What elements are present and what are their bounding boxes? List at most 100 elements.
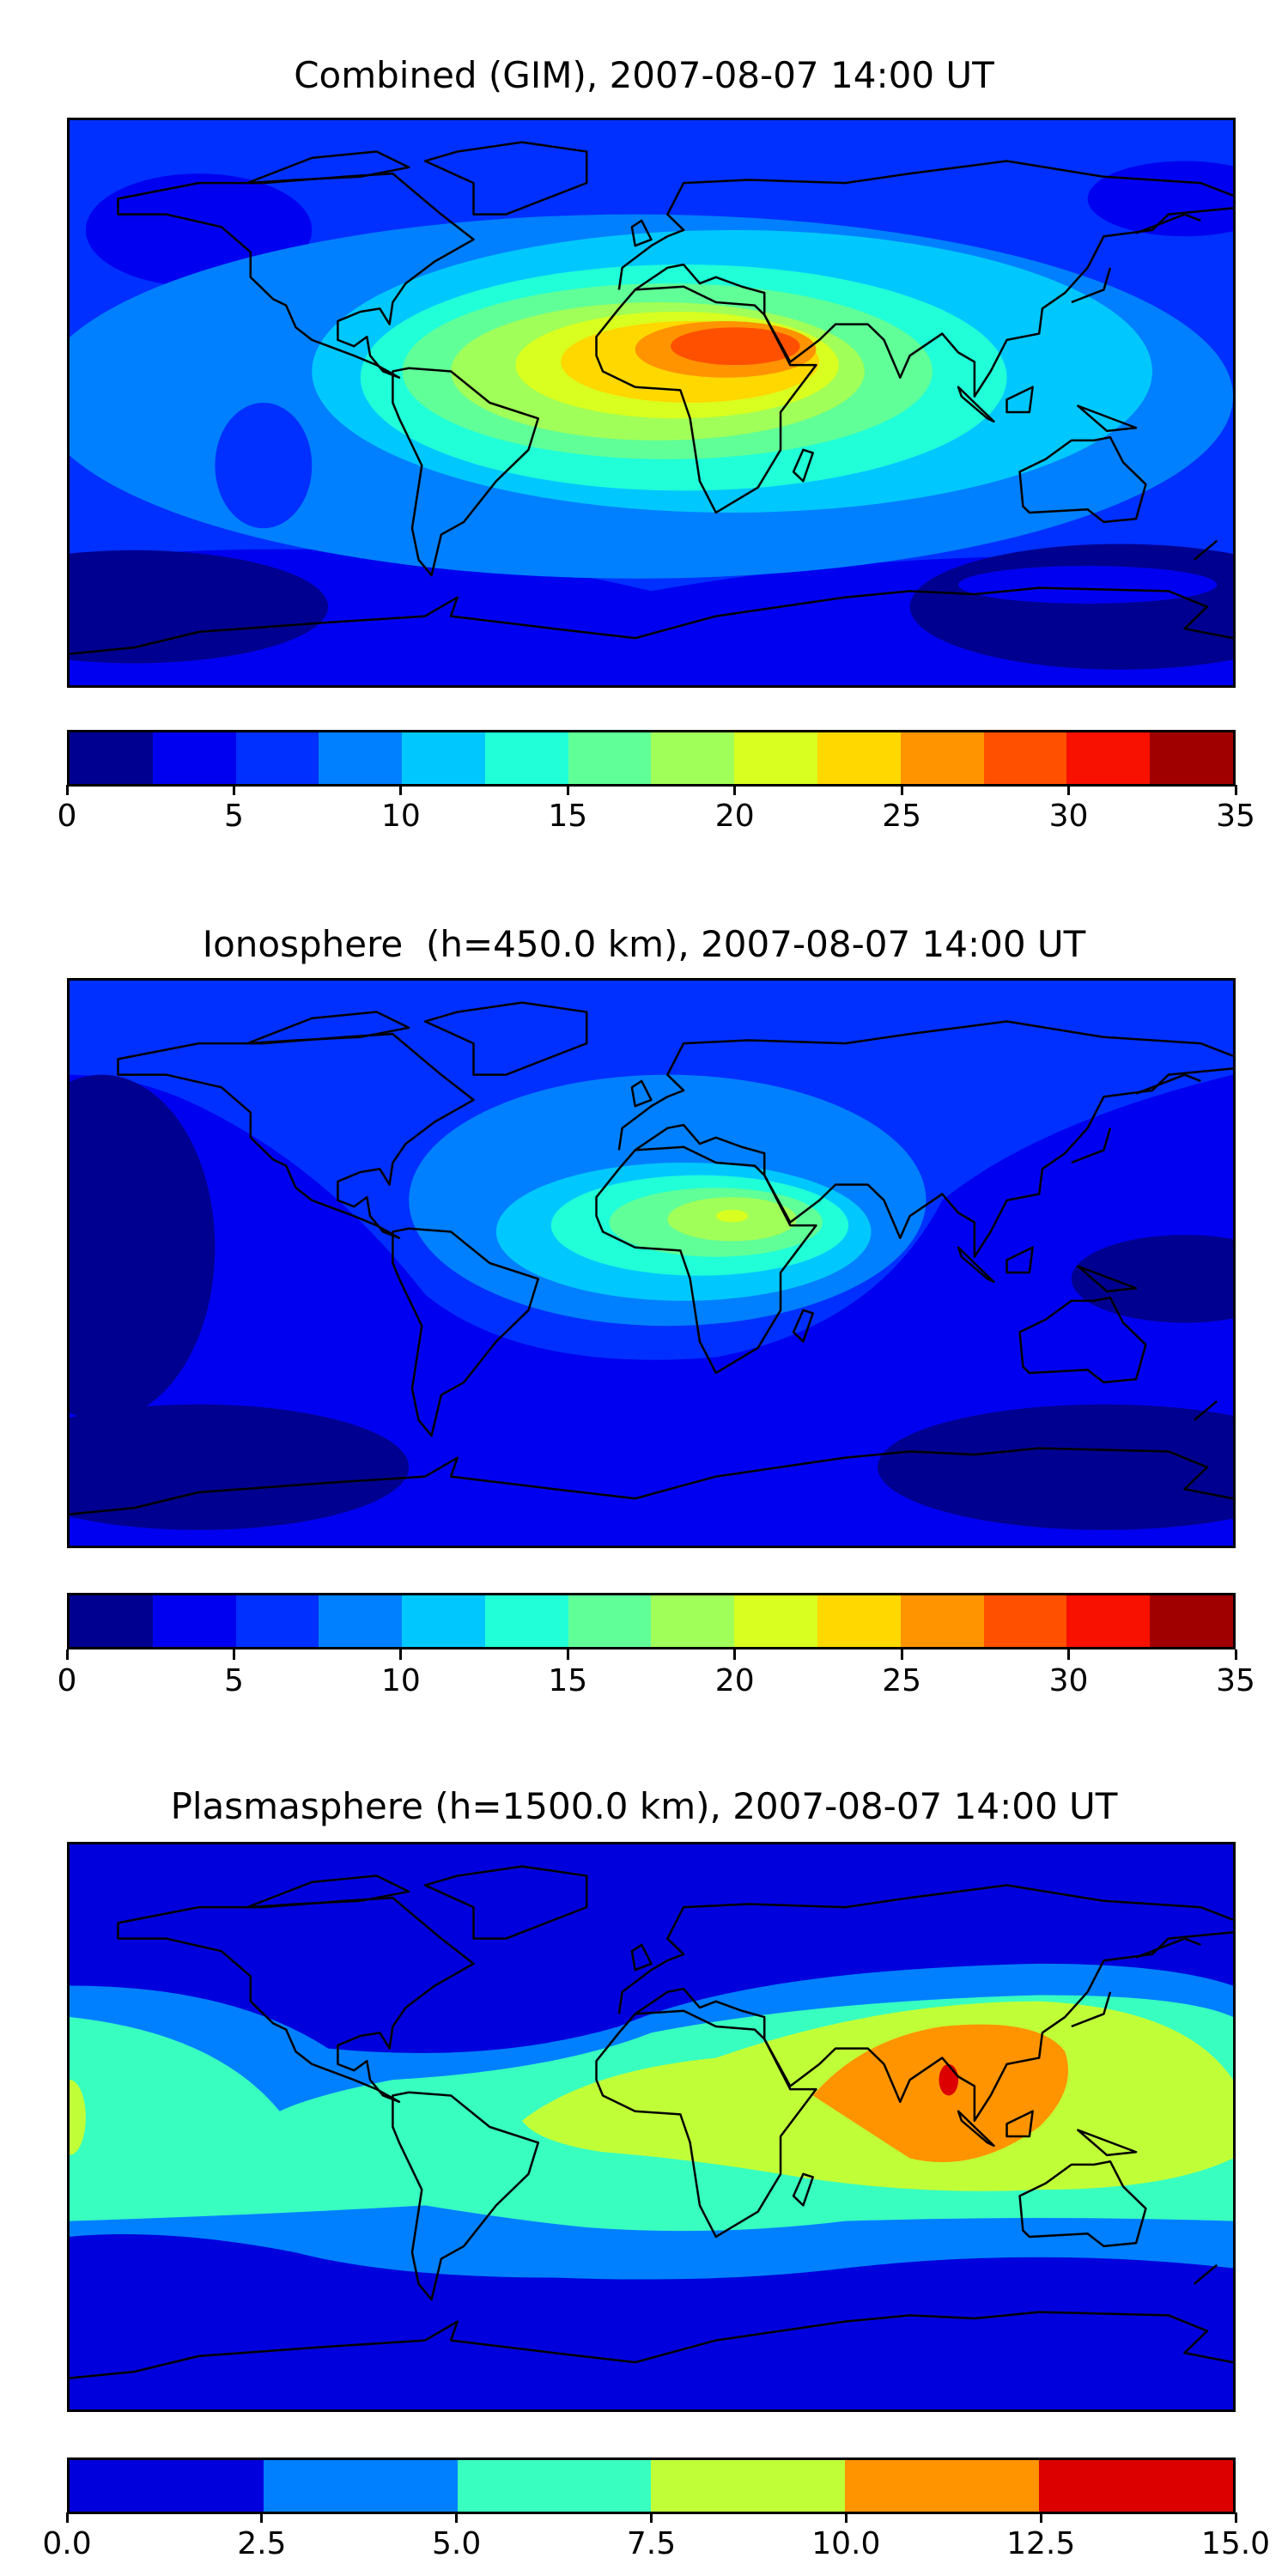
colorbar-tick-mark	[232, 785, 235, 795]
colorbar-tick-mark	[399, 785, 403, 795]
colorbar-tick-mark	[1067, 785, 1071, 795]
colorbar-segment-5-7.5	[235, 732, 319, 784]
colorbar-tick-label: 10	[380, 799, 421, 834]
colorbar-ticks-combined: 0 5 10 15 20 25 30 35	[58, 785, 1255, 836]
colorbar-tick-label: 35	[1216, 1663, 1255, 1698]
colorbar-tick-label: 35	[1216, 799, 1255, 834]
colorbar-tick-mark	[260, 2512, 264, 2523]
colorbar-segment-20-22.5	[734, 1595, 818, 1647]
colorbar-segment-10-12.5	[402, 1595, 485, 1647]
colorbar-tick-mark	[1067, 1649, 1071, 1660]
colorbar-segment-25-27.5	[900, 732, 984, 784]
colorbar-segment-2.5-5	[152, 732, 236, 784]
colorbar-tick-label: 15	[548, 799, 588, 834]
colorbar-segment-22.5-25	[817, 732, 901, 784]
colorbar-segment-5-7.5	[235, 1595, 319, 1647]
colorbar-segment-12.5-15	[1039, 2460, 1233, 2512]
colorbar-tick-label: 10	[380, 1663, 421, 1698]
contour-20-22.5	[715, 1209, 749, 1223]
colorbar-tick-label: 7.5	[626, 2526, 677, 2561]
colorbar-tick-mark	[1234, 785, 1237, 795]
colorbar-tick-mark	[1039, 2512, 1042, 2523]
colorbar-ticks-ionosphere: 0 5 10 15 20 25 30 35	[58, 1649, 1255, 1701]
colorbar-tick-label: 30	[1048, 799, 1089, 834]
colorbar-tick-label: 30	[1048, 1663, 1089, 1698]
colorbar-segment-10-12.5	[402, 732, 485, 784]
colorbar-tick-mark	[566, 1649, 569, 1660]
colorbar-tick-mark	[900, 1649, 903, 1660]
contour-0-2.5	[70, 1074, 216, 1420]
colorbar-segment-20-22.5	[734, 732, 818, 784]
contour-5-7.5	[215, 403, 313, 529]
colorbar-segment-25-27.5	[900, 1595, 984, 1647]
colorbar-tick-label: 12.5	[1006, 2526, 1076, 2561]
colorbar-segment-7.5-10	[319, 732, 403, 784]
contour-27.5-30	[671, 327, 800, 366]
colorbar-segment-7.5-10	[651, 2460, 846, 2512]
colorbar-tick-mark	[733, 1649, 737, 1660]
colorbar-tick-mark	[1234, 1649, 1237, 1660]
contour-12.5-15	[939, 2063, 959, 2096]
colorbar-segment-17.5-20	[651, 1595, 735, 1647]
contour-0-2.5	[70, 550, 329, 664]
map-ionosphere	[67, 978, 1236, 1548]
colorbar-segment-15-17.5	[568, 1595, 652, 1647]
colorbar-tick-label: 20	[714, 1663, 755, 1698]
colorbar-segment-32.5-35	[1150, 1595, 1233, 1647]
contour-0-2.5	[878, 1404, 1233, 1530]
colorbar-segment-0-2.5	[70, 2460, 264, 2512]
colorbar-segment-32.5-35	[1150, 732, 1233, 784]
colorbar-tick-label: 20	[714, 799, 755, 834]
contour-2.5-5	[1087, 161, 1233, 237]
panel-title-plasmasphere: Plasmasphere (h=1500.0 km), 2007-08-07 1…	[170, 1785, 1118, 1827]
colorbar-segment-0-2.5	[70, 1595, 153, 1647]
map-plasmasphere	[67, 1842, 1236, 2412]
panel-title-ionosphere: Ionosphere (h=450.0 km), 2007-08-07 14:0…	[202, 923, 1086, 965]
colorbar-segment-12.5-15	[484, 1595, 568, 1647]
colorbar-tick-mark	[399, 1649, 403, 1660]
colorbar-tick-label: 5	[223, 799, 244, 834]
colorbar-tick-label: 25	[882, 799, 922, 834]
colorbar-ticks-plasmasphere: 0.0 2.5 5.0 7.5 10.0 12.5 15.0	[42, 2512, 1270, 2564]
colorbar-tick-label: 0	[57, 1663, 77, 1698]
colorbar-tick-mark	[455, 2512, 459, 2523]
colorbar-ionosphere	[67, 1593, 1236, 1649]
colorbar-tick-label: 0.0	[42, 2526, 92, 2561]
colorbar-plasmasphere	[67, 2458, 1236, 2514]
colorbar-tick-label: 15.0	[1200, 2526, 1271, 2561]
colorbar-segment-22.5-25	[817, 1595, 901, 1647]
colorbar-segment-2.5-5	[152, 1595, 236, 1647]
colorbar-tick-label: 0	[57, 799, 77, 834]
colorbar-tick-mark	[65, 2512, 69, 2523]
colorbar-segment-10-12.5	[845, 2460, 1040, 2512]
colorbar-segment-27.5-30	[983, 1595, 1067, 1647]
colorbar-tick-mark	[1234, 2512, 1237, 2523]
colorbar-tick-mark	[566, 785, 569, 795]
colorbar-tick-label: 5.0	[432, 2526, 482, 2561]
colorbar-tick-mark	[65, 1649, 69, 1660]
colorbar-tick-mark	[232, 1649, 235, 1660]
colorbar-segment-17.5-20	[651, 732, 735, 784]
colorbar-tick-label: 15	[548, 1663, 588, 1698]
colorbar-segment-27.5-30	[983, 732, 1067, 784]
contour-0-2.5	[70, 1404, 410, 1530]
colorbar-segment-5-7.5	[457, 2460, 652, 2512]
contour-7.5-10	[70, 2080, 86, 2155]
colorbar-tick-label: 5	[223, 1663, 244, 1698]
panel-title-combined: Combined (GIM), 2007-08-07 14:00 UT	[294, 54, 994, 96]
colorbar-combined	[67, 730, 1236, 787]
colorbar-segment-2.5-5	[263, 2460, 458, 2512]
colorbar-tick-label: 10.0	[811, 2526, 881, 2561]
contour-2.5-5	[958, 566, 1218, 604]
colorbar-tick-mark	[650, 2512, 653, 2523]
colorbar-tick-mark	[65, 785, 69, 795]
colorbar-tick-label: 2.5	[237, 2526, 287, 2561]
contour-10-12.5	[812, 2024, 1069, 2163]
colorbar-segment-15-17.5	[568, 732, 652, 784]
colorbar-segment-12.5-15	[484, 732, 568, 784]
colorbar-tick-mark	[900, 785, 903, 795]
colorbar-tick-mark	[733, 785, 737, 795]
colorbar-segment-30-32.5	[1066, 1595, 1151, 1647]
colorbar-segment-7.5-10	[319, 1595, 403, 1647]
colorbar-tick-label: 25	[882, 1663, 922, 1698]
